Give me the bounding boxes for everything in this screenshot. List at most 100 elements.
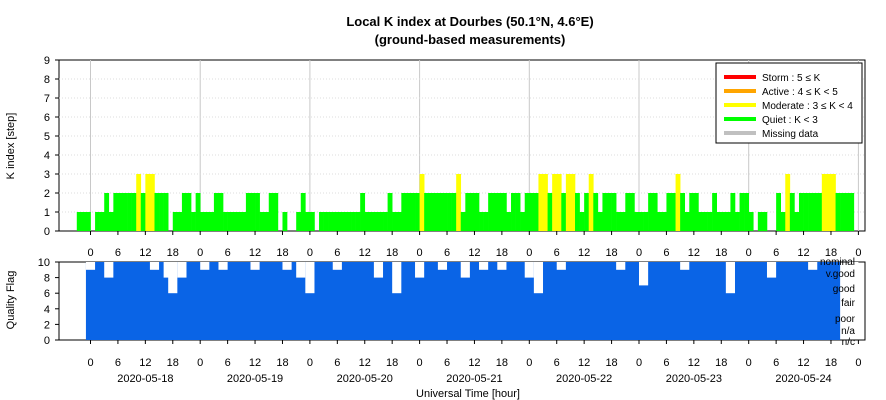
k-index-bar xyxy=(698,212,704,231)
k-index-bar xyxy=(387,193,393,231)
k-index-x-tick-label: 0 xyxy=(855,247,861,259)
k-index-bar xyxy=(639,212,644,231)
k-index-bar xyxy=(319,212,324,231)
quality-bar-dip xyxy=(849,262,859,294)
legend: Storm : 5 ≤ K Active : 4 ≤ K < 5 Moderate … xyxy=(715,62,863,144)
quality-y-ticks: 0 2 4 6 8 10 xyxy=(38,257,59,347)
k-index-x-tick-label: 12 xyxy=(359,247,371,259)
quality-bar-dip xyxy=(725,262,735,294)
k-index-bar xyxy=(593,193,599,231)
k-index-bar xyxy=(817,193,823,231)
k-index-bar xyxy=(611,193,617,231)
k-index-y-tick-label: 9 xyxy=(44,55,50,67)
quality-y-tick-label: 6 xyxy=(44,288,50,300)
k-index-bar xyxy=(840,193,845,231)
k-index-bar xyxy=(95,212,100,231)
k-index-bar xyxy=(250,193,256,231)
quality-x-tick-label: 0 xyxy=(855,357,861,369)
quality-x-tick-label: 12 xyxy=(797,357,809,369)
k-index-bar xyxy=(789,193,795,231)
k-index-x-tick-label: 12 xyxy=(468,247,480,259)
k-index-bar xyxy=(127,193,132,231)
quality-y-label: Quality Flag xyxy=(5,271,17,330)
k-index-x-tick-label: 0 xyxy=(87,247,93,259)
k-index-bar xyxy=(474,193,480,231)
k-index-bar xyxy=(812,193,818,231)
k-index-bar xyxy=(437,193,443,231)
k-index-bar xyxy=(419,174,425,231)
quality-category-label: poor xyxy=(835,314,856,325)
k-index-y-tick-label: 5 xyxy=(44,131,50,143)
k-index-bar xyxy=(821,174,827,231)
quality-y-tick-label: 4 xyxy=(44,304,50,316)
quality-x-ticks: 0 6 12 18 0 6 12 18 0 6 12 18 0 6 12 18 0 6 12 18 0 6 12 18 0 6 12… xyxy=(87,340,861,369)
quality-x-tick-label: 12 xyxy=(578,357,590,369)
quality-flag-panel: 0 2 4 6 8 10 0 6 12 18 0 6 12 18 0 6 12 18 0 6 12 18 0 6 12 18 0 6… xyxy=(5,257,886,400)
k-index-bar xyxy=(492,193,498,231)
quality-date-labels: 2020-05-18 2020-05-19 2020-05-20 2020-05-21… xyxy=(117,373,831,385)
k-index-bar xyxy=(565,174,571,231)
k-index-bar xyxy=(117,193,123,231)
quality-category-label: v.good xyxy=(826,269,855,280)
k-index-bar xyxy=(227,212,233,231)
k-index-bar xyxy=(844,193,850,231)
quality-y-tick-label: 0 xyxy=(44,335,50,347)
k-index-x-tick-label: 12 xyxy=(797,247,809,259)
quality-bar-dip xyxy=(250,262,260,270)
k-index-bar xyxy=(575,193,580,231)
quality-bar-dip xyxy=(616,262,626,270)
legend-label: Moderate : 3 ≤ K < 4 xyxy=(762,101,853,112)
k-index-bar xyxy=(671,193,676,231)
quality-bar-dip xyxy=(766,262,777,278)
k-index-bar xyxy=(410,193,416,231)
k-index-bar xyxy=(415,193,420,231)
legend-label: Storm : 5 ≤ K xyxy=(762,73,821,84)
k-index-bar xyxy=(369,212,375,231)
k-index-bar xyxy=(378,212,384,231)
k-index-bar xyxy=(702,212,708,231)
quality-bar-dip xyxy=(524,262,534,278)
quality-bar-dip xyxy=(305,262,315,294)
k-index-bar xyxy=(332,212,338,231)
k-index-y-tick-label: 0 xyxy=(44,226,50,238)
k-index-x-tick-label: 6 xyxy=(334,247,340,259)
quality-bar-dip xyxy=(415,262,425,278)
k-index-bar xyxy=(405,193,411,231)
k-index-bar xyxy=(762,212,768,231)
quality-x-tick-label: 18 xyxy=(605,357,617,369)
k-index-bar xyxy=(442,193,448,231)
quality-bar-dip xyxy=(437,262,448,270)
k-index-bar xyxy=(629,193,635,231)
k-index-y-label: K index [step] xyxy=(5,113,17,180)
k-index-bar xyxy=(131,193,137,231)
quality-category-label: nominal xyxy=(820,257,855,268)
k-index-bar xyxy=(497,193,503,231)
k-index-x-tick-label: 6 xyxy=(115,247,121,259)
k-index-bar xyxy=(341,212,347,231)
k-index-x-tick-label: 12 xyxy=(578,247,590,259)
quality-x-tick-label: 12 xyxy=(359,357,371,369)
k-index-bar xyxy=(479,212,484,231)
quality-date-label: 2020-05-21 xyxy=(446,373,502,385)
k-index-bar xyxy=(707,212,713,231)
quality-bar-dip xyxy=(177,262,187,278)
k-index-bar xyxy=(547,193,553,231)
k-index-bar xyxy=(99,212,105,231)
k-index-bar xyxy=(355,212,361,231)
k-index-bar xyxy=(223,212,228,231)
quality-bar-dip xyxy=(168,262,178,294)
k-index-bar xyxy=(337,212,343,231)
quality-x-tick-label: 12 xyxy=(468,357,480,369)
k-index-bar xyxy=(122,193,128,231)
quality-bar-dip xyxy=(200,262,210,270)
quality-x-tick-label: 18 xyxy=(276,357,288,369)
k-index-bar xyxy=(721,212,727,231)
k-index-bar xyxy=(597,212,603,231)
quality-category-label: n/c xyxy=(842,337,855,348)
k-index-bar xyxy=(396,212,402,231)
k-index-bar xyxy=(808,193,813,231)
k-index-bar xyxy=(561,193,567,231)
k-index-x-ticks: 0 6 12 18 0 6 12 18 0 6 12 18 0 6 12 18 0 6 12 18 0 6 12 18 0 6 12… xyxy=(87,231,861,259)
